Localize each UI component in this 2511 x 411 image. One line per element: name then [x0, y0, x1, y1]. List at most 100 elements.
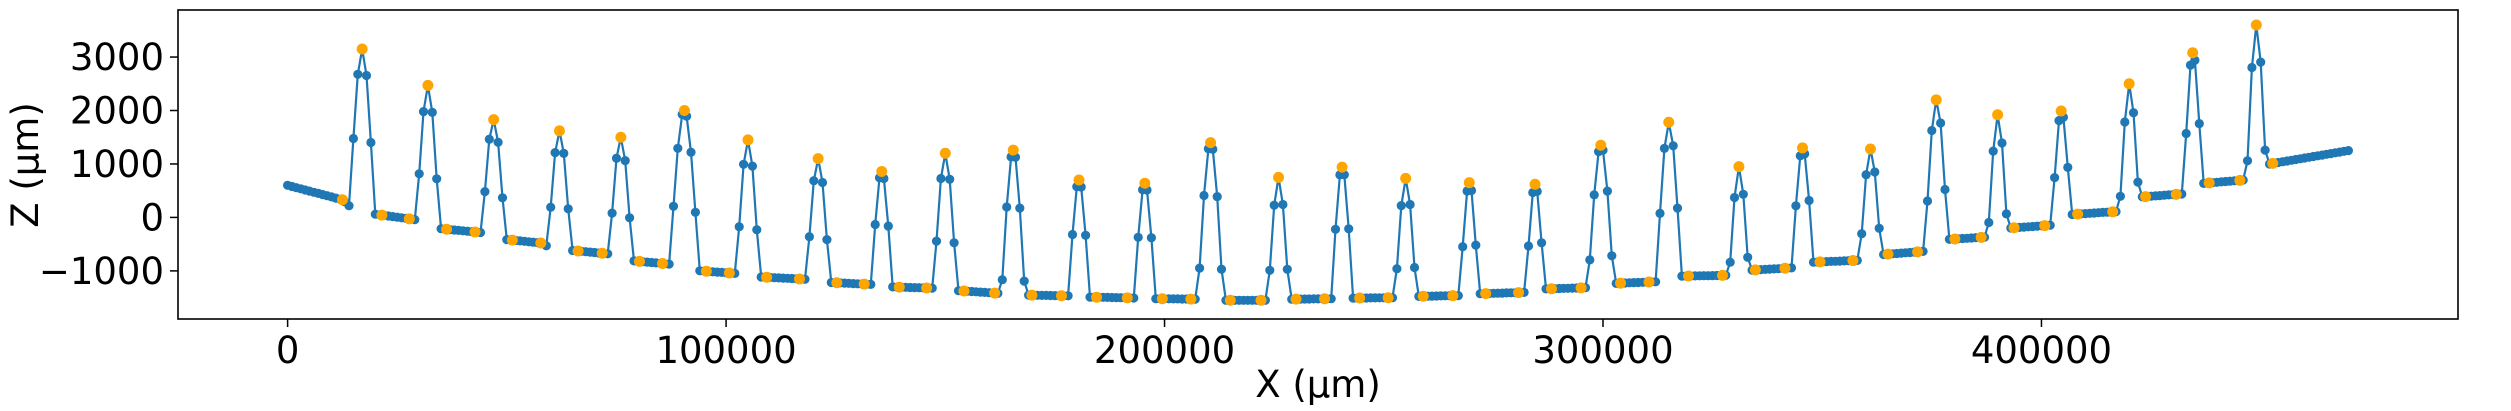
profile-point — [2120, 117, 2130, 127]
peak-marker-layer — [336, 19, 2279, 306]
profile-point — [1471, 240, 1481, 250]
peak-top-marker — [1007, 144, 1019, 156]
peak-foot-marker — [1056, 290, 1067, 302]
profile-point — [931, 236, 942, 246]
peak-top-marker — [615, 131, 627, 143]
profile-point — [418, 107, 429, 117]
peak-top-marker — [2250, 19, 2262, 31]
peak-foot-marker — [893, 281, 905, 293]
profile-point — [563, 204, 573, 214]
profile-point — [949, 238, 959, 248]
peak-top-marker — [1273, 171, 1285, 183]
profile-point — [2063, 162, 2073, 172]
peak-foot-marker — [2039, 220, 2051, 232]
peak-foot-marker — [2234, 174, 2246, 186]
y-axis-ticks: −1000 0 1000 2000 3000 — [39, 36, 178, 293]
peak-top-marker — [1864, 143, 1876, 155]
profile-point — [607, 208, 617, 218]
peak-top-marker — [2055, 105, 2067, 117]
peak-top-marker — [1733, 161, 1745, 173]
x-axis-ticks: 0 100000 200000 300000 400000 — [276, 319, 2112, 372]
profile-point — [1585, 255, 1595, 265]
profile-point — [1984, 217, 1994, 228]
peak-top-marker — [1529, 178, 1541, 190]
profile-point — [1278, 199, 1288, 210]
profile-point — [1725, 257, 1735, 267]
profile-point — [620, 156, 630, 166]
peak-foot-marker — [1224, 294, 1236, 306]
profile-point — [348, 133, 358, 144]
peak-top-marker — [1595, 139, 1607, 151]
profile-point — [2050, 173, 2060, 183]
profile-point — [936, 173, 946, 184]
peak-top-marker — [1463, 177, 1475, 189]
peak-foot-marker — [1121, 292, 1133, 304]
peak-foot-marker — [376, 209, 388, 221]
peak-foot-marker — [1749, 264, 1761, 276]
peak-foot-marker — [1575, 282, 1587, 294]
profile-point — [1344, 224, 1354, 234]
profile-point — [493, 137, 503, 147]
profile-point — [1936, 118, 1946, 128]
peak-foot-marker — [2170, 188, 2182, 200]
peak-top-marker — [422, 79, 434, 91]
peak-foot-marker — [1643, 276, 1655, 288]
profile-point — [1067, 229, 1078, 240]
peak-foot-marker — [1319, 293, 1331, 305]
profile-point — [997, 275, 1007, 285]
peak-foot-marker — [958, 285, 970, 297]
profile-point — [1922, 196, 1933, 206]
profile-point — [809, 176, 819, 186]
peak-foot-marker — [723, 267, 735, 279]
profile-point — [2247, 62, 2257, 73]
peak-foot-marker — [1912, 246, 1924, 258]
y-tick-label: 2000 — [70, 90, 164, 133]
x-tick-label: 300000 — [1532, 329, 1673, 372]
peak-foot-marker — [1683, 270, 1694, 282]
profile-point — [1804, 195, 1814, 206]
profile-point — [734, 222, 744, 232]
profile-point — [1857, 229, 1867, 239]
y-tick-label: 3000 — [70, 36, 164, 79]
profile-point — [1396, 201, 1406, 211]
profile-point — [883, 221, 893, 231]
y-axis-label: Z (µm) — [4, 102, 47, 228]
profile-point — [1458, 242, 1468, 252]
profile-point — [739, 159, 749, 169]
profile-point — [1602, 186, 1612, 196]
peak-top-marker — [1992, 109, 2004, 121]
profile-point — [414, 169, 424, 179]
peak-top-marker — [1336, 161, 1348, 173]
peak-foot-marker — [1949, 233, 1961, 245]
peak-top-marker — [2187, 47, 2199, 59]
profile-point — [2115, 191, 2125, 201]
peak-foot-marker — [1975, 231, 1987, 243]
peak-foot-marker — [535, 237, 547, 249]
profile-point — [1002, 202, 1012, 212]
profile-point — [1668, 141, 1678, 151]
profile-point — [2001, 209, 2011, 219]
profile-point — [668, 201, 679, 211]
profile-point — [1409, 262, 1420, 273]
profile-point — [1330, 224, 1341, 234]
peak-foot-marker — [1545, 283, 1557, 295]
x-tick-label: 400000 — [1971, 329, 2112, 372]
profile-point — [817, 177, 828, 188]
peak-foot-marker — [1513, 287, 1525, 299]
peak-foot-marker — [1290, 293, 1302, 305]
y-tick-label: 0 — [140, 196, 164, 239]
profile-point — [344, 201, 354, 211]
peak-top-marker — [742, 134, 754, 146]
peak-foot-marker — [441, 223, 453, 235]
profile-point — [1282, 264, 1292, 274]
profile-point — [366, 137, 376, 148]
peak-foot-marker — [794, 273, 806, 285]
profile-point — [673, 143, 683, 153]
peak-top-marker — [939, 147, 951, 159]
peak-foot-marker — [336, 194, 348, 206]
profile-point — [1659, 143, 1669, 153]
profile-point — [497, 193, 508, 203]
profile-point — [1199, 190, 1209, 201]
profile-point — [1269, 200, 1279, 210]
